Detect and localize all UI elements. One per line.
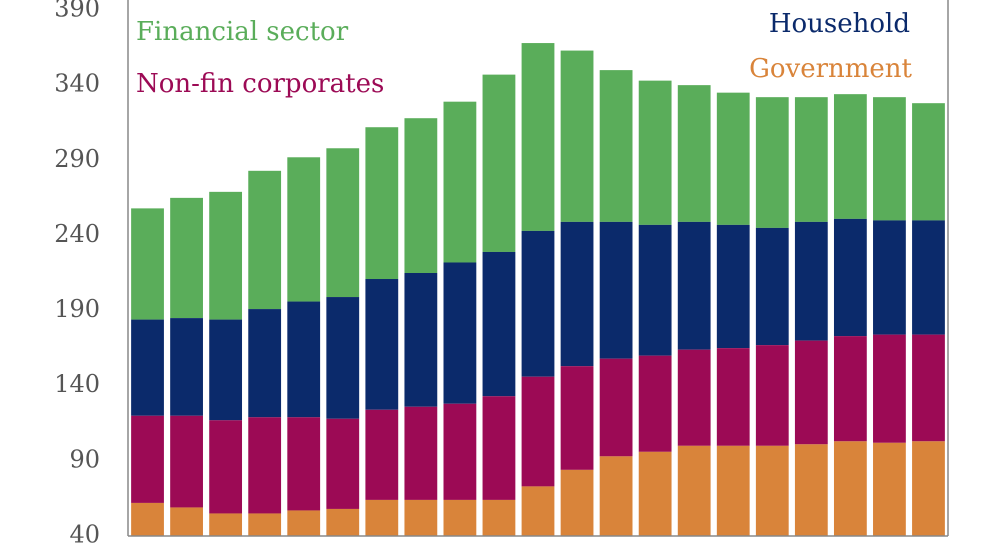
bar-segment: [170, 197, 203, 319]
y-tick-label: 240: [54, 220, 100, 248]
bar-segment: [521, 486, 555, 536]
bar-segment: [755, 445, 789, 536]
bar-segment: [209, 191, 243, 320]
bar-segment: [287, 301, 321, 418]
bar-segment: [599, 456, 633, 536]
bar-segment: [912, 220, 945, 335]
bar-segment: [404, 406, 438, 500]
bar-segment: [521, 376, 555, 487]
bar-segment: [209, 420, 243, 514]
legend-label: Government: [749, 54, 912, 84]
bar-segment: [404, 499, 438, 536]
bar-segment: [521, 43, 555, 231]
bar-segment: [248, 170, 282, 310]
bar-segment: [599, 70, 633, 222]
bar-segment: [248, 513, 282, 536]
bar-segment: [482, 396, 516, 500]
bar-segment: [326, 508, 360, 536]
bar-segment: [131, 415, 164, 503]
bar-segment: [873, 442, 906, 536]
bar-segment: [638, 451, 672, 536]
bar-segment: [677, 349, 711, 446]
bar-segment: [560, 366, 594, 470]
legend-label: Household: [769, 9, 910, 39]
bar-segment: [873, 97, 906, 221]
bar-segment: [912, 103, 945, 221]
bar-segment: [560, 50, 594, 222]
bar-segment: [482, 74, 516, 252]
bar-segment: [365, 409, 399, 500]
bar-segment: [716, 92, 750, 225]
bar-segment: [833, 94, 867, 219]
bar-segment: [326, 148, 360, 298]
y-tick-label: 140: [54, 370, 100, 398]
bar-segment: [170, 415, 203, 508]
bar-segment: [443, 403, 477, 500]
bar-segment: [404, 273, 438, 407]
y-tick-label: 390: [54, 0, 100, 23]
bar-segment: [794, 221, 828, 341]
bar-segment: [560, 469, 594, 536]
bar-segment: [170, 507, 203, 536]
bar-segment: [248, 417, 282, 514]
bar-segment: [131, 502, 164, 536]
y-tick-label: 340: [54, 70, 100, 98]
y-tick-label: 90: [69, 445, 100, 473]
legend-label: Financial sector: [136, 17, 349, 47]
bar-segment: [716, 224, 750, 349]
bar-segment: [365, 279, 399, 410]
bar-segment: [365, 499, 399, 536]
bar-segment: [599, 221, 633, 359]
bar-segment: [443, 101, 477, 263]
bar-segment: [287, 510, 321, 536]
y-tick-label: 40: [69, 521, 100, 549]
bar-segment: [677, 85, 711, 222]
bar-segment: [521, 230, 555, 377]
bar-segment: [638, 80, 672, 225]
bar-segment: [560, 221, 594, 367]
bar-segment: [677, 221, 711, 350]
bar-segment: [873, 334, 906, 443]
bar-segment: [326, 297, 360, 419]
bar-segment: [677, 445, 711, 536]
legend-label: Non-fin corporates: [136, 69, 384, 99]
bar-segment: [131, 319, 164, 416]
y-tick-label: 290: [54, 145, 100, 173]
bar-segment: [443, 262, 477, 404]
bar-segment: [716, 445, 750, 536]
bar-segment: [755, 227, 789, 346]
bar-segment: [833, 218, 867, 337]
bar-segment: [209, 513, 243, 536]
bar-segment: [404, 118, 438, 273]
bar-segment: [912, 334, 945, 442]
bar-segment: [638, 224, 672, 356]
bar-segment: [482, 499, 516, 536]
bar-segment: [482, 251, 516, 397]
bar-segment: [873, 220, 906, 335]
bar-segment: [755, 345, 789, 446]
bar-segment: [248, 309, 282, 418]
bar-segment: [209, 319, 243, 421]
bar-segment: [287, 417, 321, 511]
bar-segment: [833, 336, 867, 442]
bar-segment: [170, 318, 203, 416]
bar-segment: [794, 444, 828, 536]
bar-segment: [638, 355, 672, 452]
bar-segment: [912, 441, 945, 536]
bar-segment: [716, 348, 750, 446]
bar-segment: [443, 499, 477, 536]
bar-segment: [794, 340, 828, 445]
y-tick-label: 190: [54, 295, 100, 323]
bar-segment: [833, 441, 867, 536]
bar-segment: [794, 97, 828, 222]
bar-segment: [599, 358, 633, 457]
bar-segment: [287, 157, 321, 302]
bar-segment: [131, 208, 164, 320]
bar-segment: [326, 418, 360, 509]
bar-segment: [755, 97, 789, 228]
bar-segment: [365, 127, 399, 280]
